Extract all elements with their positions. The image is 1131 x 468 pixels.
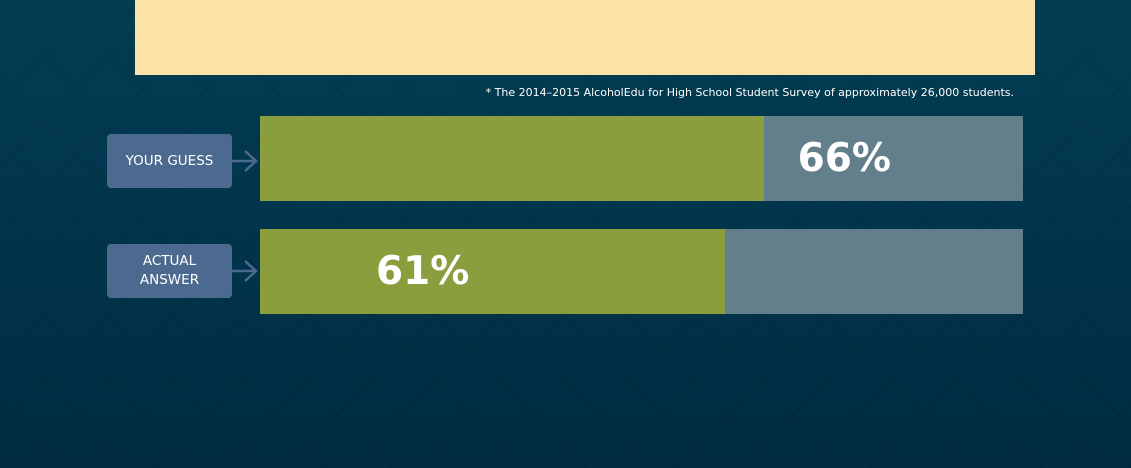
actual-answer-label-line1: ACTUAL — [142, 253, 197, 269]
arrow-right-icon — [231, 150, 258, 172]
actual-percent-label: 61% — [376, 249, 470, 294]
actual-row: ACTUAL ANSWER 61% — [0, 229, 1131, 314]
guess-percent-label: 66% — [797, 136, 891, 181]
guess-row: YOUR GUESS 66% — [0, 116, 1131, 201]
your-guess-label: YOUR GUESS — [125, 152, 214, 169]
arrow-right-icon — [231, 260, 258, 282]
your-guess-tag: YOUR GUESS — [107, 134, 232, 188]
guess-bar-fill — [260, 116, 764, 201]
guess-bar-track: 66% — [260, 116, 1023, 201]
actual-answer-label-line2: ANSWER — [139, 272, 200, 288]
survey-footnote: * The 2014–2015 AlcoholEdu for High Scho… — [485, 86, 1014, 99]
actual-bar-fill — [260, 229, 726, 314]
actual-answer-tag: ACTUAL ANSWER — [107, 244, 232, 298]
actual-bar-track: 61% — [260, 229, 1023, 314]
question-panel — [135, 0, 1035, 75]
